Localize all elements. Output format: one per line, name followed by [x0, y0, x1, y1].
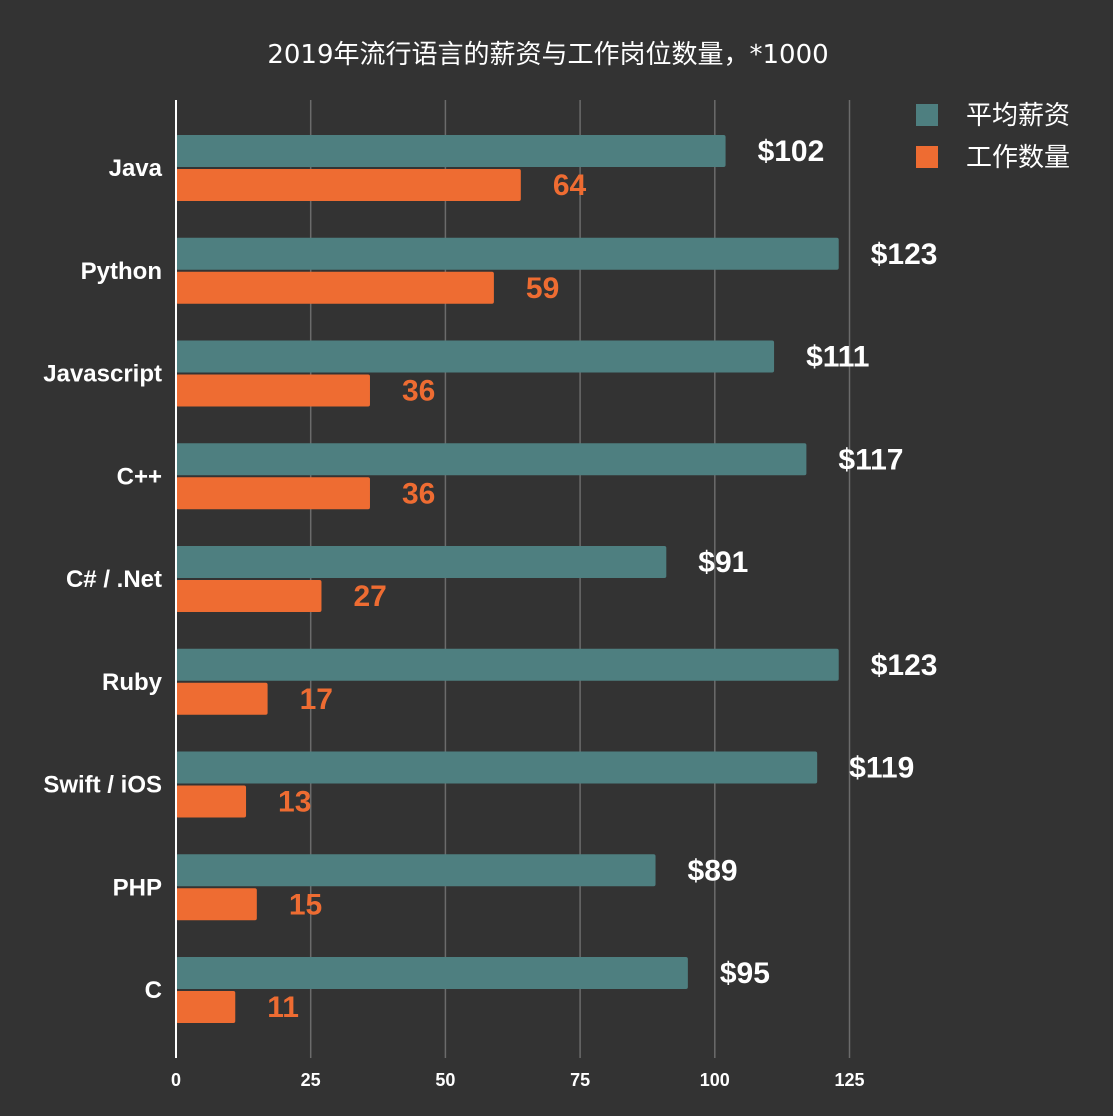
jobs-bar-javascript [176, 374, 370, 407]
category-label-php: PHP [113, 874, 162, 901]
jobs-value-label-php: 15 [289, 888, 322, 921]
jobs-value-label-python: 59 [526, 272, 559, 305]
jobs-value-label-javascript: 36 [402, 375, 435, 408]
legend-label-jobs: 工作数量 [966, 143, 1070, 173]
salary-bar-c [176, 957, 688, 989]
jobs-value-label-c: 36 [402, 477, 435, 510]
category-label-c-net: C# / .Net [66, 566, 162, 593]
x-tick-label-50: 50 [435, 1070, 455, 1090]
category-label-swift-ios: Swift / iOS [43, 772, 162, 799]
salary-value-label-c: $95 [720, 957, 770, 990]
x-tick-label-25: 25 [301, 1070, 321, 1090]
category-label-c: C [145, 977, 162, 1004]
jobs-value-label-ruby: 17 [300, 683, 333, 716]
salary-value-label-javascript: $111 [806, 341, 869, 374]
chart-title: 2019年流行语言的薪资与工作岗位数量，*1000 [267, 40, 828, 70]
x-tick-label-0: 0 [171, 1070, 181, 1090]
legend-label-salary: 平均薪资 [966, 101, 1070, 131]
salary-bar-php [176, 854, 656, 887]
salary-bar-c-net [176, 546, 667, 578]
jobs-bar-c-net [176, 580, 322, 612]
salary-value-label-python: $123 [871, 238, 938, 271]
salary-bar-c [176, 443, 807, 476]
salary-value-label-ruby: $123 [871, 649, 938, 682]
x-tick-label-125: 125 [834, 1070, 864, 1090]
salary-value-label-php: $89 [688, 854, 738, 887]
x-tick-label-75: 75 [570, 1070, 590, 1090]
labels: 0 25 50 75 100 125 Java $102 64 Python $123 59 Javas… [43, 135, 937, 1090]
category-label-python: Python [81, 258, 162, 285]
legend-swatch-salary [916, 104, 938, 126]
jobs-bar-swift-ios [176, 785, 247, 818]
legend: 平均薪资 工作数量 [916, 101, 1070, 173]
jobs-bar-php [176, 888, 257, 921]
category-label-c: C++ [117, 463, 162, 490]
jobs-bar-c [176, 477, 370, 510]
salary-bar-python [176, 237, 839, 270]
salary-value-label-java: $102 [758, 135, 825, 168]
jobs-value-label-swift-ios: 13 [278, 786, 311, 819]
salary-bar-swift-ios [176, 751, 818, 784]
jobs-bar-c [176, 991, 236, 1023]
category-label-javascript: Javascript [43, 361, 162, 388]
legend-swatch-jobs [916, 146, 938, 168]
jobs-value-label-c: 11 [267, 991, 299, 1024]
bars [176, 135, 839, 1023]
jobs-bar-python [176, 271, 494, 304]
salary-bar-java [176, 135, 726, 167]
jobs-value-label-c-net: 27 [353, 580, 386, 613]
category-label-java: Java [109, 155, 163, 182]
salary-bar-ruby [176, 648, 839, 681]
salary-value-label-swift-ios: $119 [849, 752, 914, 785]
jobs-bar-ruby [176, 682, 268, 715]
x-tick-label-100: 100 [700, 1070, 730, 1090]
category-label-ruby: Ruby [102, 669, 163, 696]
jobs-bar-java [176, 169, 521, 201]
salary-value-label-c: $117 [838, 443, 903, 476]
salary-value-label-c-net: $91 [698, 546, 748, 579]
salary-bar-javascript [176, 340, 775, 373]
jobs-value-label-java: 64 [553, 169, 587, 202]
